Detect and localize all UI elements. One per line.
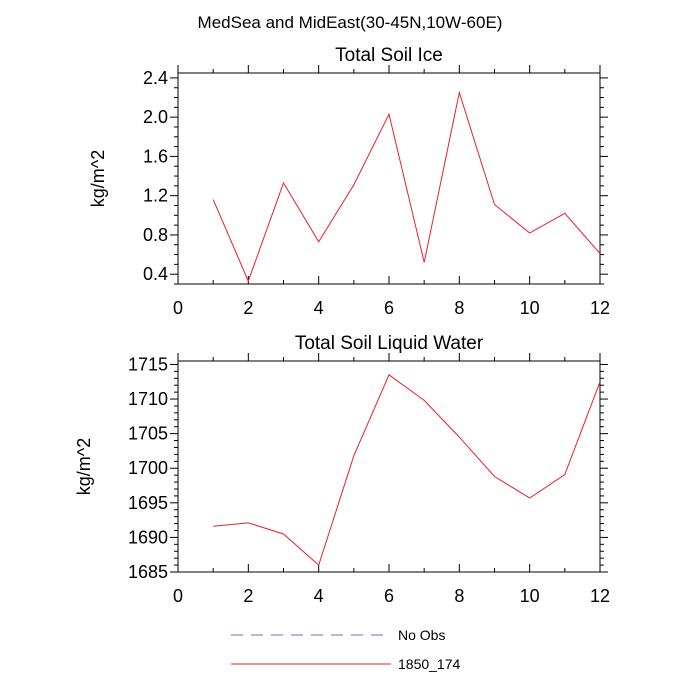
legend-label-1850-174: 1850_174 xyxy=(398,656,461,672)
series-line-p0 xyxy=(212,90,601,283)
panel-title-p1: Total Soil Liquid Water xyxy=(295,333,484,354)
y-tick-label: 1.6 xyxy=(143,146,168,166)
figure-suptitle: MedSea and MidEast(30-45N,10W-60E) xyxy=(198,13,503,32)
y-tick-label: 0.8 xyxy=(143,225,168,245)
x-tick-label: 0 xyxy=(173,586,183,606)
y-tick-label: 1690 xyxy=(128,527,168,547)
y-tick-label: 2.0 xyxy=(143,107,168,127)
plot-frame-p0 xyxy=(177,72,601,285)
panel-total-soil-liquid-water: Total Soil Liquid Water 0 2 4 6 8 10 12 1685 1690… xyxy=(74,333,610,606)
y-axis-label-p1: kg/m^2 xyxy=(74,438,94,495)
y-tick-label: 1685 xyxy=(128,562,168,582)
panel-total-soil-ice: Total Soil Ice 0 2 4 6 8 10 12 0.4 0.8 1.2 1.6 2.0 2.… xyxy=(88,45,610,318)
x-tick-label: 10 xyxy=(520,298,540,318)
x-tick-label: 8 xyxy=(454,586,464,606)
y-tick-label: 1705 xyxy=(128,424,168,444)
x-tick-label: 6 xyxy=(384,586,394,606)
x-tick-label: 12 xyxy=(590,298,610,318)
y-tick-label: 1710 xyxy=(128,389,168,409)
y-tick-label: 1700 xyxy=(128,458,168,478)
x-tick-label: 8 xyxy=(454,298,464,318)
x-tick-label: 4 xyxy=(314,298,324,318)
y-tick-label: 1695 xyxy=(128,493,168,513)
panel-title-p0: Total Soil Ice xyxy=(335,45,443,66)
y-tick-label: 1715 xyxy=(128,354,168,374)
x-tick-label: 6 xyxy=(384,298,394,318)
x-tick-label: 0 xyxy=(173,298,183,318)
y-tick-label: 0.4 xyxy=(143,264,168,284)
plot-frame-p1 xyxy=(177,360,601,573)
x-tick-label: 2 xyxy=(243,298,253,318)
y-tick-label: 2.4 xyxy=(143,68,168,88)
x-tick-label: 4 xyxy=(314,586,324,606)
x-tick-label: 2 xyxy=(243,586,253,606)
series-line-p1 xyxy=(213,374,601,566)
y-tick-label: 1.2 xyxy=(143,186,168,206)
x-tick-label: 12 xyxy=(590,586,610,606)
legend-label-no-obs: No Obs xyxy=(398,627,445,643)
x-tick-label: 10 xyxy=(520,586,540,606)
legend: No Obs 1850_174 xyxy=(231,627,461,672)
y-axis-label-p0: kg/m^2 xyxy=(88,150,108,207)
